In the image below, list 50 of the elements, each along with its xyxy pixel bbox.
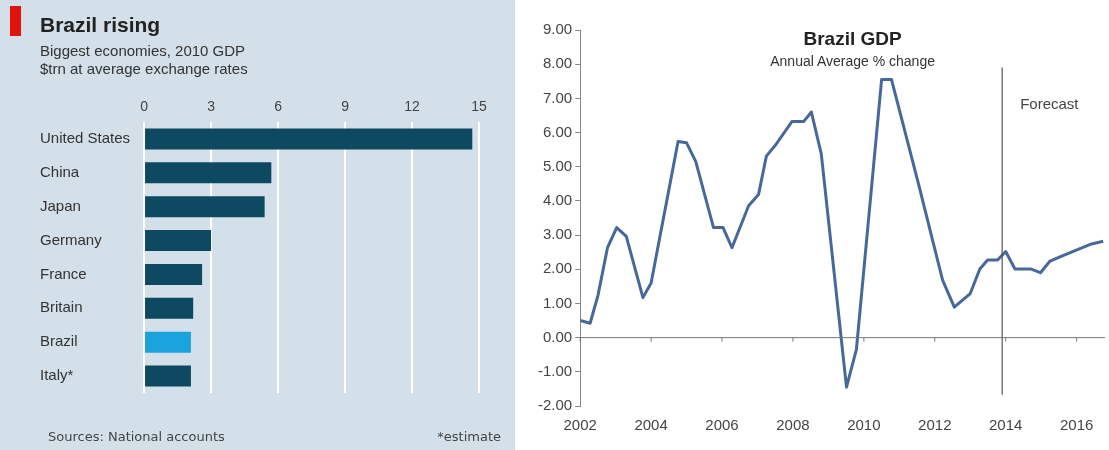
x-tick-label: 0 xyxy=(140,98,149,115)
y-tick-label: 5.00 xyxy=(542,156,573,174)
bar xyxy=(145,162,272,184)
y-tick-label: Germany xyxy=(40,230,103,248)
x-axis-title: $trn at average exchange rates xyxy=(40,60,248,78)
y-tick-label: United States xyxy=(40,129,131,147)
y-tick-label: 3.00 xyxy=(542,225,573,243)
y-tick-label: -1.00 xyxy=(537,361,573,379)
y-tick-label: France xyxy=(40,264,87,282)
text: *estimate xyxy=(437,429,501,444)
ref-line-label: Forecast xyxy=(1020,95,1080,113)
y-tick-label: 8.00 xyxy=(542,54,573,72)
y-tick-label: 2.00 xyxy=(542,259,573,277)
y-tick-label: China xyxy=(40,162,80,180)
x-tick-label: 2010 xyxy=(847,416,881,434)
x-tick-label: 2008 xyxy=(776,416,810,434)
chart-title: Brazil GDP xyxy=(803,28,903,50)
text: Annual Average % change xyxy=(770,52,936,69)
y-tick-label: Japan xyxy=(40,196,81,214)
x-tick-label: 2014 xyxy=(989,416,1023,434)
bar xyxy=(145,263,203,285)
x-tick-label: 2004 xyxy=(634,416,668,434)
x-tick-label: 15 xyxy=(471,98,487,115)
bar xyxy=(145,331,191,353)
x-tick-label: 9 xyxy=(341,98,350,115)
y-tick-label: -2.00 xyxy=(537,396,573,414)
y-tick-label: 6.00 xyxy=(542,122,573,140)
y-tick-label: Brazil xyxy=(40,332,78,350)
x-tick-label: 12 xyxy=(404,98,421,115)
y-tick-label: 0.00 xyxy=(542,327,573,345)
y-tick-label: 9.00 xyxy=(542,20,573,38)
bar xyxy=(145,297,194,319)
y-tick-label: 7.00 xyxy=(542,88,573,106)
x-tick-label: 2016 xyxy=(1059,416,1094,434)
y-tick-label: Italy* xyxy=(40,366,74,384)
x-tick-label: 2012 xyxy=(918,416,952,434)
x-tick-label: 3 xyxy=(207,98,216,115)
chart-title: Brazil rising xyxy=(40,13,161,37)
y-tick-label: Britain xyxy=(40,298,83,316)
x-tick-label: 6 xyxy=(274,98,283,115)
y-tick-label: 1.00 xyxy=(542,293,573,311)
bar xyxy=(145,196,265,218)
bar xyxy=(145,230,212,252)
bar xyxy=(145,128,473,150)
bar xyxy=(145,365,191,387)
x-tick-label: 2002 xyxy=(563,416,597,434)
x-tick-label: 2006 xyxy=(705,416,739,434)
source-note: Sources: National accounts xyxy=(48,429,225,444)
chart-subtitle: Biggest economies, 2010 GDP xyxy=(40,42,246,60)
y-tick-label: 4.00 xyxy=(542,191,573,209)
